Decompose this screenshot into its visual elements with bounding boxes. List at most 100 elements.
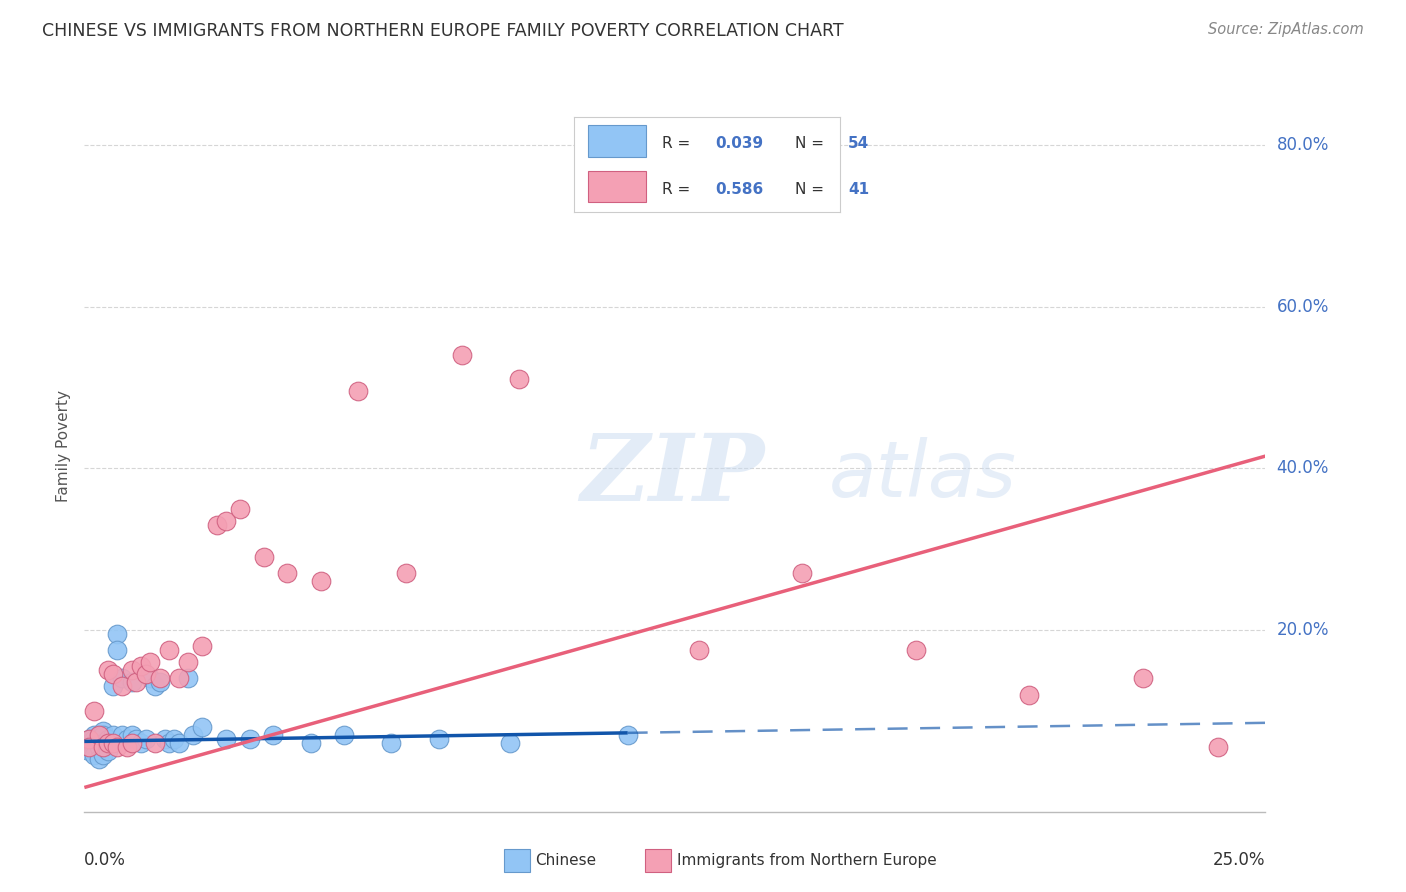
Point xyxy=(87,728,110,742)
Point xyxy=(101,736,124,750)
Point xyxy=(299,736,322,750)
Point xyxy=(83,740,105,755)
Point xyxy=(91,728,114,742)
Point xyxy=(87,740,110,755)
Point xyxy=(262,728,284,742)
Point xyxy=(91,748,114,763)
Text: 0.0%: 0.0% xyxy=(84,851,127,869)
Point xyxy=(101,728,124,742)
Point xyxy=(125,675,148,690)
Point xyxy=(135,731,157,746)
Point xyxy=(97,663,120,677)
Point xyxy=(139,655,162,669)
Point xyxy=(239,731,262,746)
Point xyxy=(1206,740,1229,755)
Text: 80.0%: 80.0% xyxy=(1277,136,1329,154)
Point xyxy=(498,736,520,750)
Point xyxy=(91,736,114,750)
Point xyxy=(111,680,134,694)
Point xyxy=(121,736,143,750)
Text: 20.0%: 20.0% xyxy=(1277,621,1329,639)
Point xyxy=(149,675,172,690)
FancyBboxPatch shape xyxy=(588,171,647,202)
Point xyxy=(121,675,143,690)
Point xyxy=(181,728,204,742)
Point xyxy=(77,744,100,758)
Point xyxy=(380,736,402,750)
Point xyxy=(115,740,138,755)
Point xyxy=(77,731,100,746)
Point xyxy=(125,731,148,746)
Point xyxy=(333,728,356,742)
Point xyxy=(205,517,228,532)
Text: Source: ZipAtlas.com: Source: ZipAtlas.com xyxy=(1208,22,1364,37)
Point xyxy=(163,731,186,746)
Point xyxy=(83,744,105,758)
Point xyxy=(215,514,238,528)
Text: 54: 54 xyxy=(848,136,869,151)
Point xyxy=(87,752,110,766)
Point xyxy=(97,731,120,746)
Text: atlas: atlas xyxy=(828,437,1017,513)
Text: 41: 41 xyxy=(848,182,869,196)
Point xyxy=(191,720,214,734)
Point xyxy=(904,643,927,657)
Point xyxy=(107,740,129,755)
Point xyxy=(792,566,814,581)
Point xyxy=(167,671,190,685)
Point xyxy=(77,731,100,746)
Point xyxy=(508,372,530,386)
FancyBboxPatch shape xyxy=(645,849,671,872)
Point xyxy=(451,348,474,362)
Point xyxy=(191,639,214,653)
Text: 0.586: 0.586 xyxy=(716,182,763,196)
Point xyxy=(157,643,180,657)
Point xyxy=(149,671,172,685)
FancyBboxPatch shape xyxy=(588,126,647,157)
Point xyxy=(107,643,129,657)
Point xyxy=(177,671,200,685)
Text: 40.0%: 40.0% xyxy=(1277,459,1329,477)
Text: 60.0%: 60.0% xyxy=(1277,298,1329,316)
Text: 0.039: 0.039 xyxy=(716,136,763,151)
Point xyxy=(91,723,114,738)
Point xyxy=(83,704,105,718)
Point xyxy=(111,671,134,685)
Point xyxy=(87,736,110,750)
Text: N =: N = xyxy=(794,182,830,196)
Text: Chinese: Chinese xyxy=(536,854,596,868)
Y-axis label: Family Poverty: Family Poverty xyxy=(56,390,72,502)
Point xyxy=(83,728,105,742)
Point xyxy=(77,740,100,755)
Point xyxy=(427,731,450,746)
Point xyxy=(111,728,134,742)
Point xyxy=(1132,671,1154,685)
Point xyxy=(229,501,252,516)
Point xyxy=(253,550,276,565)
Point xyxy=(309,574,332,589)
Point xyxy=(101,680,124,694)
Point xyxy=(115,731,138,746)
Text: CHINESE VS IMMIGRANTS FROM NORTHERN EUROPE FAMILY POVERTY CORRELATION CHART: CHINESE VS IMMIGRANTS FROM NORTHERN EURO… xyxy=(42,22,844,40)
Point xyxy=(167,736,190,750)
Point xyxy=(77,740,100,755)
Point xyxy=(157,736,180,750)
FancyBboxPatch shape xyxy=(503,849,530,872)
Point xyxy=(139,671,162,685)
Point xyxy=(121,728,143,742)
Text: R =: R = xyxy=(662,136,696,151)
Point xyxy=(593,186,616,201)
Point xyxy=(688,643,710,657)
Point xyxy=(101,667,124,681)
Point xyxy=(616,728,638,742)
Point xyxy=(91,740,114,755)
Point xyxy=(394,566,416,581)
Text: R =: R = xyxy=(662,182,696,196)
Point xyxy=(129,736,152,750)
Point xyxy=(91,740,114,755)
Point xyxy=(129,659,152,673)
Text: Immigrants from Northern Europe: Immigrants from Northern Europe xyxy=(678,854,936,868)
Point xyxy=(347,384,370,399)
Point xyxy=(143,736,166,750)
Point xyxy=(77,736,100,750)
